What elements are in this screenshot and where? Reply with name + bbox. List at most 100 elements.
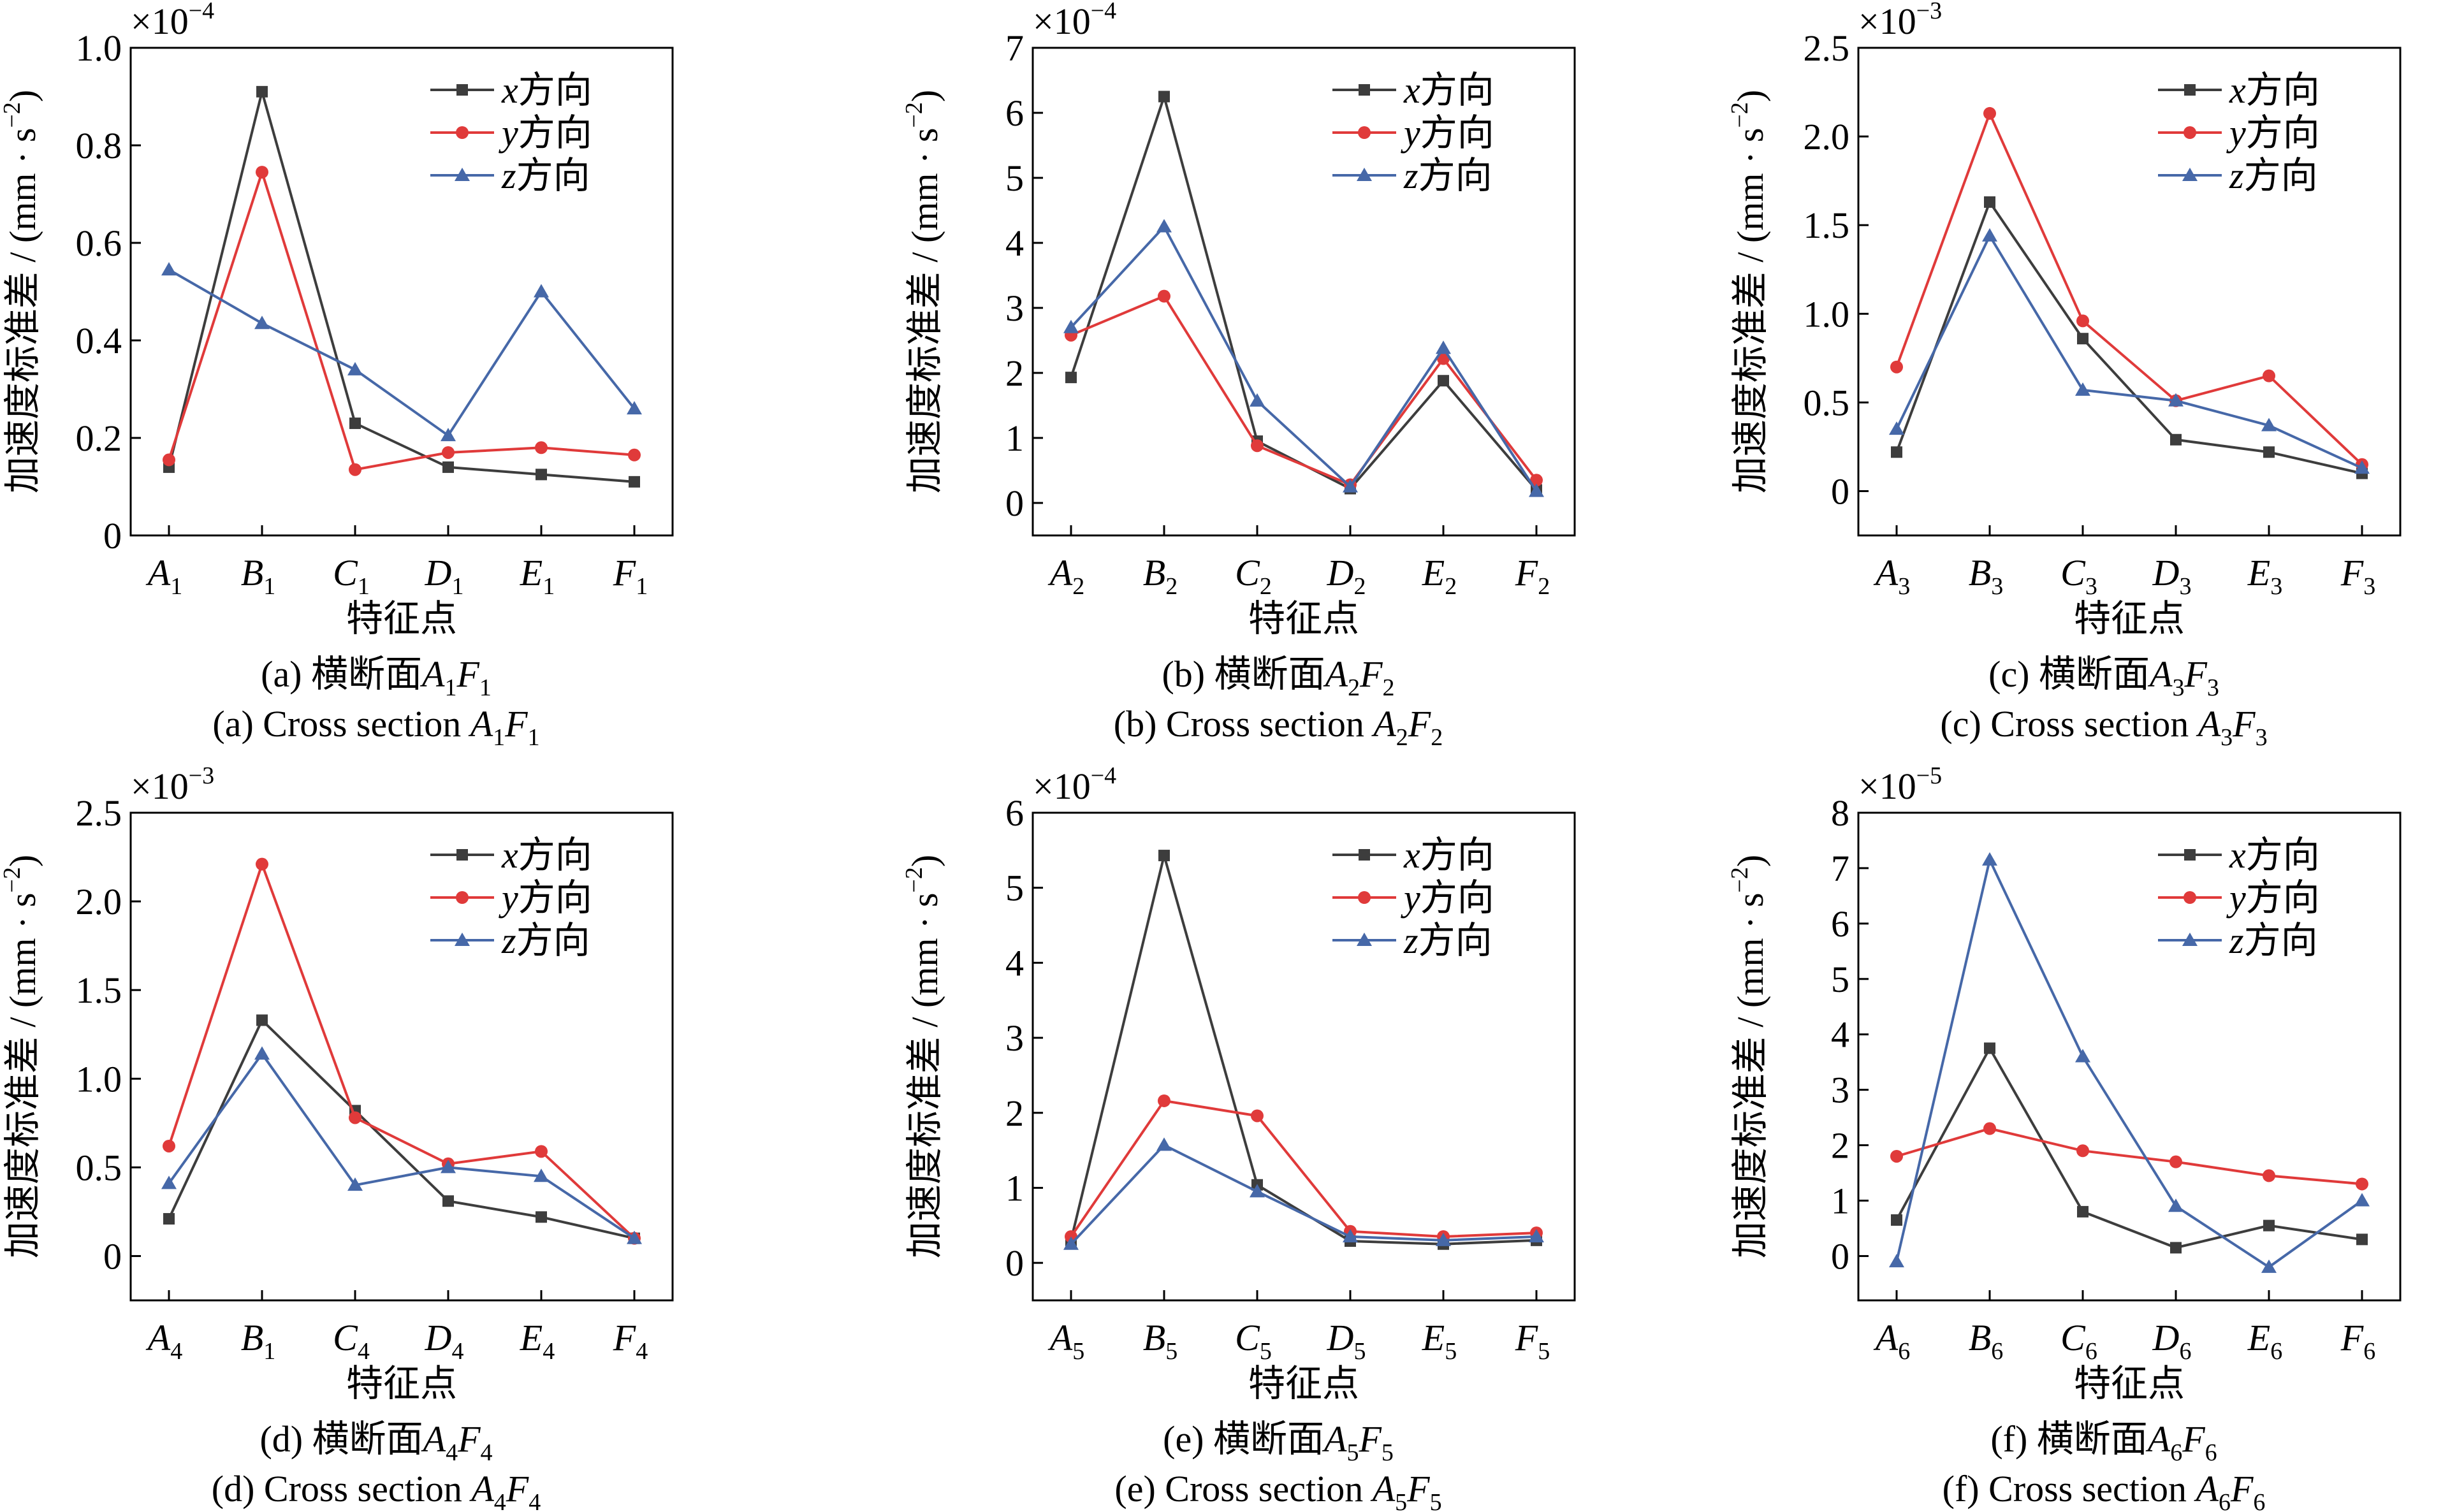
caption-point1: A	[2194, 1468, 2219, 1509]
caption-sub2: 1	[528, 724, 540, 751]
caption-sub1: 2	[1396, 724, 1408, 751]
y-tick-label: 2	[1005, 353, 1024, 394]
legend-axis-letter: x	[2229, 69, 2246, 111]
y-tick-label: 4	[1005, 222, 1024, 264]
caption-en: (e) Cross section A5F5	[1114, 1468, 1441, 1512]
caption-sub1: 6	[2170, 1439, 2182, 1466]
series-z-point	[2261, 1259, 2277, 1273]
point-letter: B	[1143, 1317, 1165, 1358]
exponent-power: −4	[1091, 762, 1116, 789]
x-tick-label: B5	[1143, 1317, 1177, 1365]
series-x-point	[1065, 372, 1077, 384]
y-axis-title-exp: −2	[1726, 867, 1753, 892]
point-subscript: 1	[636, 573, 648, 600]
legend-axis-letter: y	[1401, 112, 1420, 154]
point-subscript: 6	[2363, 1338, 2375, 1365]
legend-x-label: x方向	[501, 69, 592, 111]
point-letter: E	[520, 552, 543, 593]
y-tick-label: 0.4	[76, 320, 122, 361]
y-exponent-label: ×10−3	[131, 762, 214, 807]
legend-axis-letter: z	[501, 920, 516, 961]
x-tick-label: F6	[2340, 1317, 2375, 1365]
point-letter: A	[145, 552, 171, 593]
y-tick-label: 1.5	[1804, 205, 1850, 246]
exponent-base: ×10	[1033, 1, 1091, 42]
caption-point1: A	[1371, 703, 1396, 745]
caption-sub1: 5	[1395, 1489, 1407, 1512]
legend-suffix: 方向	[1420, 877, 1494, 919]
point-subscript: 6	[1898, 1338, 1910, 1365]
point-subscript: 6	[2270, 1338, 2282, 1365]
y-axis-title-close: )	[904, 90, 945, 102]
point-letter: A	[1047, 552, 1073, 593]
x-tick-label: D2	[1327, 552, 1366, 600]
series-z-line	[1070, 1143, 1537, 1246]
legend-z-marker	[2182, 933, 2198, 946]
caption-sub2: 3	[2256, 724, 2268, 751]
series-y-point	[2356, 1177, 2368, 1191]
exponent-base: ×10	[1033, 766, 1091, 807]
y-tick-label: 4	[1831, 1014, 1849, 1056]
series-y-line	[168, 860, 636, 1240]
series-x-point	[256, 85, 268, 98]
y-tick-label: 0.5	[1804, 382, 1850, 423]
point-letter: D	[1327, 552, 1354, 593]
point-letter: B	[241, 1317, 263, 1358]
legend-suffix: 方向	[2244, 155, 2318, 196]
caption-cn-prefix: (b) 横断面	[1162, 653, 1325, 695]
caption-point1: A	[1370, 1468, 1396, 1509]
series-x-point	[2170, 433, 2182, 446]
caption-en: (a) Cross section A1F1	[212, 703, 539, 751]
series-z-point	[1529, 483, 1544, 497]
x-tick-label: E5	[1422, 1317, 1457, 1365]
series-z-point	[441, 1159, 456, 1174]
caption-cn-prefix: (e) 横断面	[1163, 1418, 1324, 1460]
series-z-point	[2354, 1193, 2370, 1207]
series-z-line	[1070, 224, 1538, 492]
caption-en-prefix: (c) Cross section	[1940, 703, 2198, 745]
series-z-point	[1529, 1228, 1544, 1242]
point-letter: F	[1515, 552, 1538, 593]
point-letter: B	[241, 552, 263, 593]
subplot-d: 00.51.01.52.02.5×10−3A4 B1 C4 D4 E4 F4特征点加速度标…	[0, 762, 674, 1512]
caption-point2: F	[1408, 703, 1431, 745]
y-tick-label: 1.5	[76, 970, 122, 1011]
x-tick-label: A6	[1873, 1317, 1910, 1365]
series-z-point	[441, 428, 456, 442]
y-tick-label: 1.0	[76, 27, 122, 69]
x-tick-label: C6	[2060, 1317, 2097, 1365]
series-z-point	[1436, 1232, 1451, 1246]
caption-sub2: 4	[481, 1439, 493, 1466]
legend-axis-letter: y	[2226, 877, 2246, 919]
series-y-point	[628, 448, 641, 462]
y-axis-title-close: )	[904, 855, 945, 867]
series-z-line	[1895, 855, 2363, 1269]
y-tick-label: 8	[1831, 792, 1849, 834]
series-x-line	[1895, 199, 2363, 475]
x-tick-label: D6	[2152, 1317, 2192, 1365]
caption-point1: A	[469, 1468, 494, 1509]
series-y-point	[535, 1145, 548, 1158]
series-y-point	[349, 1111, 361, 1124]
legend-axis-letter: z	[1403, 920, 1418, 961]
y-tick-label: 1	[1831, 1181, 1849, 1222]
point-letter: F	[2340, 1317, 2364, 1358]
point-subscript: 5	[1445, 1338, 1457, 1365]
series-z-point	[534, 1168, 549, 1182]
y-axis-title: 加速度标准差 / (mm · s−2)	[901, 90, 945, 493]
series-x-line	[168, 87, 635, 483]
y-tick-label: 0.5	[76, 1147, 122, 1188]
caption-sub1: 2	[1348, 674, 1360, 701]
legend-axis-letter: y	[1401, 877, 1420, 919]
legend-x-marker	[1359, 849, 1370, 861]
caption-point2: F	[456, 653, 479, 695]
point-letter: B	[1969, 1317, 1991, 1358]
series-z-point	[1250, 393, 1265, 407]
series-z-point	[1250, 1184, 1265, 1198]
legend-suffix: 方向	[518, 834, 592, 876]
y-tick-label: 4	[1005, 942, 1024, 984]
y-axis-title-exp: −2	[1726, 102, 1753, 127]
y-tick-label: 0.6	[76, 222, 122, 264]
